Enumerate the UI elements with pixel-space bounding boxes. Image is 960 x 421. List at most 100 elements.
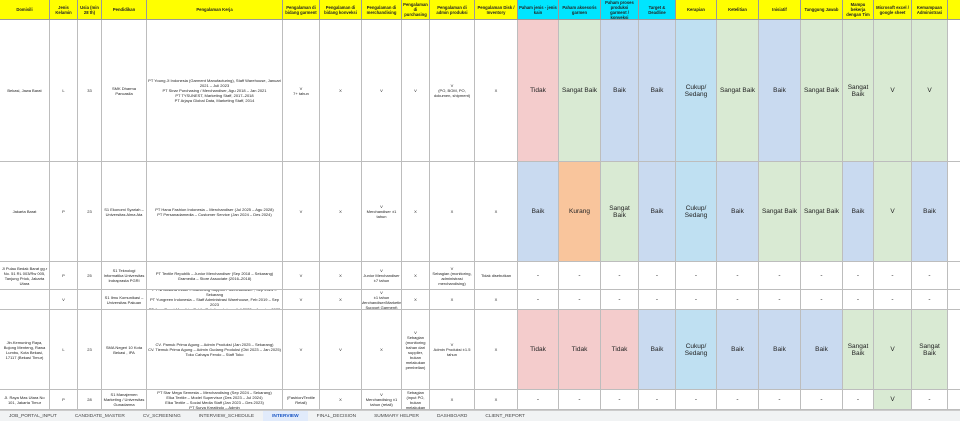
rating-cell[interactable]: Baik <box>639 162 676 262</box>
rating-cell[interactable]: - <box>559 390 601 410</box>
rating-cell[interactable]: V <box>874 20 912 162</box>
rating-cell[interactable]: Sangat Baik <box>801 20 843 162</box>
rating-cell[interactable]: - <box>717 262 759 290</box>
data-cell[interactable]: X <box>320 390 362 410</box>
data-cell[interactable]: Jl. Raya Mas Utara No 101, Jakarta Timur <box>0 390 50 410</box>
data-cell[interactable]: X <box>475 162 518 262</box>
rating-cell[interactable]: Baik <box>639 310 676 390</box>
data-cell[interactable]: V Sebagian (monitoring, administrasi mer… <box>430 262 475 290</box>
data-cell[interactable]: V <box>362 20 402 162</box>
rating-cell[interactable]: Tidak <box>518 310 559 390</box>
data-cell[interactable]: V <box>402 20 430 162</box>
rating-cell[interactable]: - <box>801 290 843 310</box>
rating-cell[interactable]: - <box>801 390 843 410</box>
rating-cell[interactable]: - <box>639 290 676 310</box>
data-cell[interactable]: PT Textile Republik – Junior Merchandise… <box>147 262 283 290</box>
data-cell[interactable]: S1 Ekonomi Syariah – Universitas Alma At… <box>102 162 147 262</box>
data-cell[interactable]: L <box>50 310 78 390</box>
data-cell[interactable]: X <box>475 310 518 390</box>
rating-cell[interactable]: - <box>559 262 601 290</box>
data-cell[interactable]: P <box>50 262 78 290</box>
rating-cell[interactable]: - <box>559 290 601 310</box>
rating-cell[interactable]: V <box>874 162 912 262</box>
rating-cell[interactable]: - <box>843 290 874 310</box>
data-cell[interactable]: X <box>320 20 362 162</box>
data-cell[interactable]: X <box>475 390 518 410</box>
data-cell[interactable]: V ±1 tahun (Merchandiser/Marketing Suppo… <box>362 290 402 310</box>
data-cell[interactable]: V Merchandiser ±1 tahun <box>362 162 402 262</box>
rating-cell[interactable]: - <box>639 390 676 410</box>
rating-cell[interactable]: Cukup/ Sedang <box>676 20 717 162</box>
sheet-tab[interactable]: SUMMARY HELPER <box>374 414 419 419</box>
rating-cell[interactable]: Sangat Baik <box>843 20 874 162</box>
data-cell[interactable]: L <box>50 20 78 162</box>
rating-cell[interactable]: Sangat Baik <box>912 310 948 390</box>
data-cell[interactable]: X <box>402 262 430 290</box>
sheet-tab[interactable]: FINAL_DECISION <box>316 414 357 419</box>
sheet-tab[interactable]: CV_SCREENING <box>142 414 181 419</box>
sheet-tab[interactable]: CANDIDATE_MASTER <box>74 414 125 419</box>
rating-cell[interactable]: Tidak <box>518 20 559 162</box>
rating-cell[interactable]: - <box>759 390 801 410</box>
data-cell[interactable]: V Sebagian (monitoring bahan dari suppli… <box>402 310 430 390</box>
data-cell[interactable]: X <box>430 290 475 310</box>
data-cell[interactable]: PT Star Mega Semesta – Merchandising (Se… <box>147 390 283 410</box>
rating-cell[interactable]: V <box>912 20 948 162</box>
rating-cell[interactable]: - <box>912 390 948 410</box>
sheet-tab[interactable]: INTERVIEW <box>263 411 308 421</box>
data-cell[interactable]: V <box>283 262 320 290</box>
rating-cell[interactable]: Sangat Baik <box>601 162 639 262</box>
data-cell[interactable]: V Sebagian (input PO, bukan melakukan pe… <box>402 390 430 410</box>
rating-cell[interactable]: Baik <box>759 20 801 162</box>
data-cell[interactable]: V Merchandising ±1 tahun (retail) <box>362 390 402 410</box>
data-cell[interactable]: 25 <box>78 262 102 290</box>
rating-cell[interactable]: - <box>912 290 948 310</box>
rating-cell[interactable]: Sangat Baik <box>843 310 874 390</box>
rating-cell[interactable]: - <box>717 290 759 310</box>
rating-cell[interactable]: Baik <box>717 162 759 262</box>
data-cell[interactable]: X <box>320 262 362 290</box>
data-cell[interactable]: PT Hana Fashion Indonesia – Merchandiser… <box>147 162 283 262</box>
data-cell[interactable]: Jakarta Barat <box>0 162 50 262</box>
sheet-tab[interactable]: DASHBOARD <box>436 414 468 419</box>
data-cell[interactable]: Jln.Kemuning Raya, Bojong Menteng, Rawa … <box>0 310 50 390</box>
data-cell[interactable]: X <box>320 162 362 262</box>
rating-cell[interactable]: Sangat Baik <box>717 20 759 162</box>
data-cell[interactable]: 23 <box>78 162 102 262</box>
data-cell[interactable] <box>78 290 102 310</box>
data-cell[interactable]: V <box>283 310 320 390</box>
data-cell[interactable]: S1 Ilmu Komunikasi – Universitas Pakuan <box>102 290 147 310</box>
data-cell[interactable]: V Junior Merchandiser ±7 tahun <box>362 262 402 290</box>
sheet-tab[interactable]: JOB_PORTAL_INPUT <box>9 414 57 419</box>
data-cell[interactable]: SMK Dharma Pancasila <box>102 20 147 162</box>
rating-cell[interactable]: - <box>518 290 559 310</box>
rating-cell[interactable]: - <box>676 290 717 310</box>
data-cell[interactable]: Bekasi, Jawa Barat <box>0 20 50 162</box>
rating-cell[interactable]: Sangat Baik <box>559 20 601 162</box>
rating-cell[interactable]: Sangat Baik <box>801 162 843 262</box>
data-cell[interactable]: S1 Teknologi Informatika Universitas Ind… <box>102 262 147 290</box>
rating-cell[interactable]: - <box>717 390 759 410</box>
rating-cell[interactable]: - <box>601 262 639 290</box>
data-cell[interactable]: V <box>320 310 362 390</box>
data-cell[interactable]: S1 Manajemen Marketing / Universitas Gun… <box>102 390 147 410</box>
rating-cell[interactable]: - <box>759 262 801 290</box>
data-cell[interactable]: PT Ni Busana Indah – Marketing Support /… <box>147 290 283 310</box>
rating-cell[interactable]: Sangat Baik <box>759 162 801 262</box>
rating-cell[interactable]: - <box>518 262 559 290</box>
data-cell[interactable]: V <box>283 290 320 310</box>
rating-cell[interactable]: Cukup/ Sedang <box>676 162 717 262</box>
data-cell[interactable]: SMA Negeri 10 Kota Bekasi , IPA <box>102 310 147 390</box>
data-cell[interactable]: X <box>430 162 475 262</box>
sheet-tab[interactable]: CLIENT_REPORT <box>485 414 525 419</box>
rating-cell[interactable]: V <box>874 390 912 410</box>
rating-cell[interactable]: - <box>874 262 912 290</box>
rating-cell[interactable]: Baik <box>601 20 639 162</box>
rating-cell[interactable]: - <box>676 262 717 290</box>
data-cell[interactable]: CV. Pamuk Prima Agung – Admin Produksi (… <box>147 310 283 390</box>
data-cell[interactable]: X <box>320 290 362 310</box>
data-cell[interactable]: 23 <box>78 310 102 390</box>
rating-cell[interactable]: - <box>601 290 639 310</box>
rating-cell[interactable]: Baik <box>717 310 759 390</box>
data-cell[interactable]: V <box>283 162 320 262</box>
